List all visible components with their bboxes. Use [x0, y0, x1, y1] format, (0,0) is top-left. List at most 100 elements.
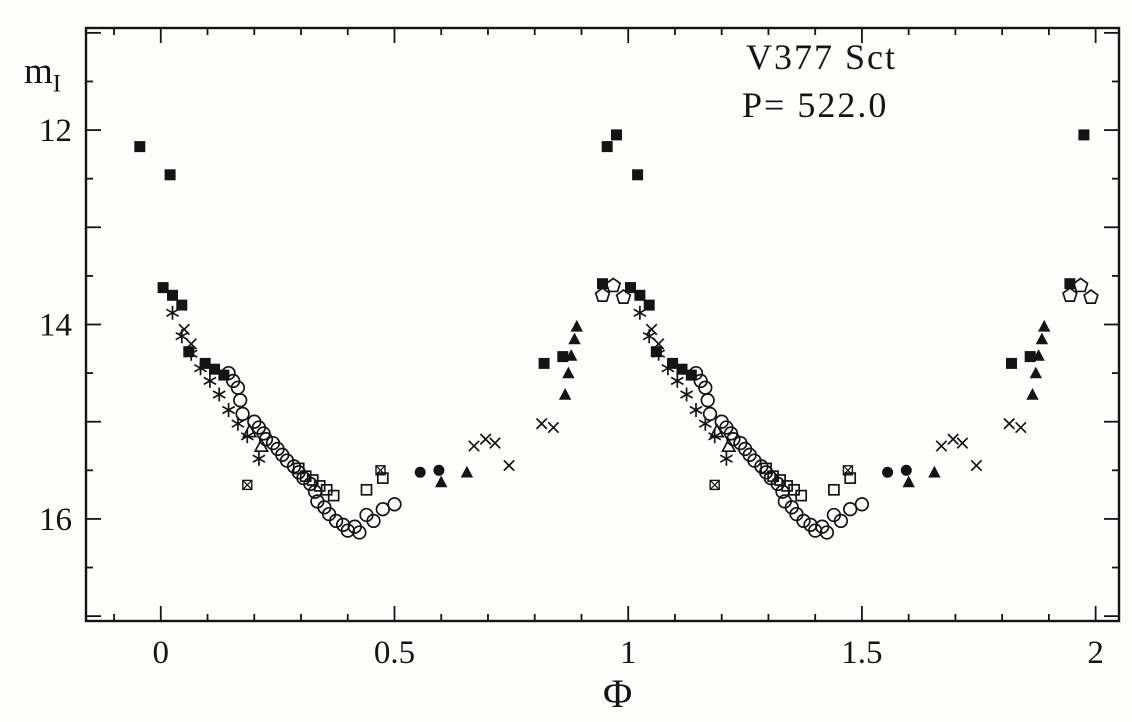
cross-marker [1014, 421, 1027, 434]
open-circle-marker [366, 513, 381, 529]
open-pentagon-marker [1083, 289, 1099, 304]
filled-circle-marker [882, 466, 894, 478]
open-square-marker [327, 489, 340, 502]
x-axis-label: Φ [603, 671, 633, 716]
filled-square-marker [164, 169, 176, 181]
filled-square-marker [167, 289, 178, 301]
cross-marker [479, 433, 492, 446]
y-tick-label: 14 [39, 308, 72, 344]
filled-triangle-marker [570, 319, 583, 332]
filled-square-marker [176, 299, 188, 311]
cross-marker [503, 459, 515, 472]
filled-square-marker [218, 369, 230, 381]
filled-circle-marker [900, 464, 912, 476]
asterisk-marker [719, 451, 733, 466]
filled-square-marker [632, 169, 644, 181]
asterisk-marker [689, 403, 703, 417]
filled-square-marker [1078, 129, 1090, 141]
open-square-marker [360, 483, 373, 496]
open-square-marker [299, 470, 312, 483]
boxed-cross-marker [375, 465, 386, 476]
plot-frame [84, 26, 1121, 623]
filled-square-marker [209, 363, 220, 375]
cross-marker [178, 323, 191, 336]
open-square-marker [781, 480, 793, 492]
open-circle-marker [221, 365, 236, 381]
open-square-marker [760, 462, 772, 475]
open-circle-marker [235, 406, 250, 422]
asterisk-marker [670, 373, 684, 388]
filled-square-marker [685, 369, 697, 381]
filled-triangle-marker [1035, 332, 1049, 345]
filled-triangle-marker [435, 475, 448, 488]
tick-labels: 0 0.5 1 1.5 2 12 14 16 [39, 113, 1104, 671]
filled-triangle-marker [568, 332, 581, 345]
asterisk-marker [193, 361, 208, 376]
boxed-cross-marker [709, 479, 720, 491]
filled-triangle-marker [928, 465, 941, 478]
open-pentagon-marker [1072, 277, 1089, 293]
filled-square-marker [667, 357, 679, 369]
open-circle-marker [819, 525, 835, 540]
asterisk-marker [203, 373, 217, 388]
filled-square-marker [157, 282, 169, 294]
filled-circle-marker [433, 464, 445, 476]
x-tick-label: 1 [620, 635, 637, 671]
filled-triangle-marker [460, 465, 474, 478]
cross-marker [645, 323, 658, 336]
filled-square-marker [597, 278, 608, 290]
open-circle-marker [375, 502, 390, 517]
filled-square-marker [538, 357, 550, 369]
filled-triangle-marker [1038, 319, 1051, 332]
filled-square-marker [1064, 278, 1076, 290]
filled-square-marker [611, 129, 622, 141]
asterisk-marker [252, 451, 266, 466]
open-circle-marker [688, 365, 704, 381]
cross-marker [185, 338, 198, 350]
boxed-cross-marker [842, 465, 854, 476]
open-circle-marker [328, 513, 344, 529]
y-axis-label: mI [24, 50, 61, 98]
cross-marker [547, 421, 560, 434]
x-tick-label: 1.5 [841, 635, 882, 671]
open-circle-marker [387, 497, 402, 512]
filled-triangle-marker [1032, 349, 1045, 361]
cross-marker [947, 433, 959, 446]
cross-marker [535, 417, 548, 430]
filled-square-marker [676, 363, 688, 375]
cross-marker [970, 459, 983, 472]
asterisk-marker [184, 346, 198, 361]
open-circle-marker [796, 513, 811, 529]
open-square-marker [306, 474, 319, 486]
open-square-marker [313, 480, 326, 492]
star-name-label: V377 Sct [746, 37, 897, 77]
axis-ticks [86, 28, 1119, 621]
open-square-marker [795, 489, 808, 502]
open-circle-marker [833, 513, 849, 529]
filled-triangle-marker [1029, 366, 1042, 379]
open-circle-marker [702, 406, 718, 422]
open-circle-marker [700, 393, 715, 408]
filled-square-marker [1006, 357, 1017, 369]
open-circle-marker [258, 432, 274, 447]
cross-marker [956, 437, 969, 449]
x-tick-label: 0.5 [374, 635, 415, 671]
cross-marker [468, 440, 480, 452]
filled-square-marker [557, 351, 569, 363]
open-square-marker [828, 483, 840, 496]
y-tick-label: 16 [39, 502, 72, 538]
filled-triangle-marker [1026, 388, 1039, 400]
filled-triangle-marker [562, 366, 575, 379]
asterisk-marker [165, 305, 180, 320]
x-tick-label: 0 [153, 635, 170, 671]
open-triangle-marker [253, 437, 269, 453]
filled-square-marker [601, 141, 613, 153]
boxed-cross-marker [242, 479, 253, 491]
open-circle-marker [352, 525, 367, 540]
open-circle-marker [843, 502, 858, 517]
asterisk-marker [222, 403, 236, 417]
open-square-marker [292, 462, 305, 475]
open-triangle-marker [241, 423, 258, 438]
open-triangle-marker [709, 423, 725, 438]
